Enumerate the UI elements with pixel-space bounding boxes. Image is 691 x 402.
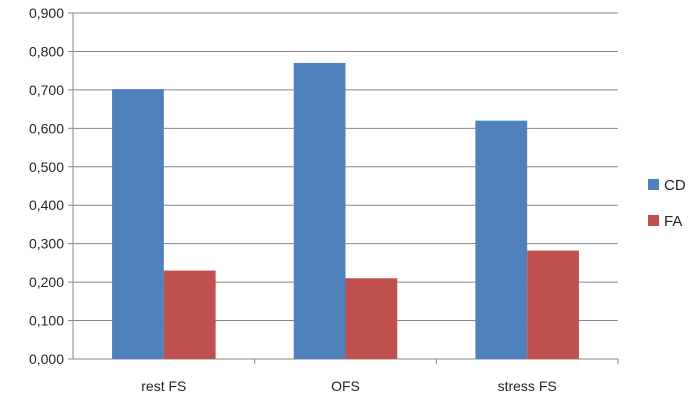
bar-fa-rest-fs bbox=[163, 270, 216, 359]
y-tick-label: 0,100 bbox=[29, 313, 64, 329]
y-tick-labels: 0,000 0,100 0,200 0,300 0,400 0,500 0,600 0,700… bbox=[29, 5, 64, 367]
bar-fa-stress-fs bbox=[527, 250, 579, 359]
y-tick-label: 0,700 bbox=[29, 82, 64, 98]
bar-cd-ofs bbox=[293, 62, 346, 359]
legend-label-fa: FA bbox=[664, 213, 682, 230]
legend-swatch-cd bbox=[648, 179, 659, 190]
y-tick-label: 0,200 bbox=[29, 274, 64, 290]
bars bbox=[112, 62, 579, 360]
y-tick-label: 0,300 bbox=[29, 236, 64, 252]
x-tick-label: stress FS bbox=[498, 378, 557, 394]
bar-cd-stress-fs bbox=[475, 120, 528, 360]
legend: CD FA bbox=[648, 177, 686, 230]
y-tick-label: 0,600 bbox=[29, 120, 64, 136]
y-tick-label: 0,900 bbox=[29, 5, 64, 21]
legend-swatch-fa bbox=[648, 215, 659, 226]
y-tick-label: 0,000 bbox=[29, 351, 64, 367]
y-tick-label: 0,400 bbox=[29, 197, 64, 213]
x-tick-label: rest FS bbox=[141, 378, 186, 394]
x-tick-label: OFS bbox=[331, 378, 360, 394]
y-tick-label: 0,800 bbox=[29, 43, 64, 59]
y-tick-label: 0,500 bbox=[29, 159, 64, 175]
x-tick-labels: rest FS OFS stress FS bbox=[141, 378, 556, 394]
legend-label-cd: CD bbox=[664, 177, 686, 194]
bar-fa-ofs bbox=[345, 278, 398, 359]
bar-cd-rest-fs bbox=[112, 89, 164, 360]
